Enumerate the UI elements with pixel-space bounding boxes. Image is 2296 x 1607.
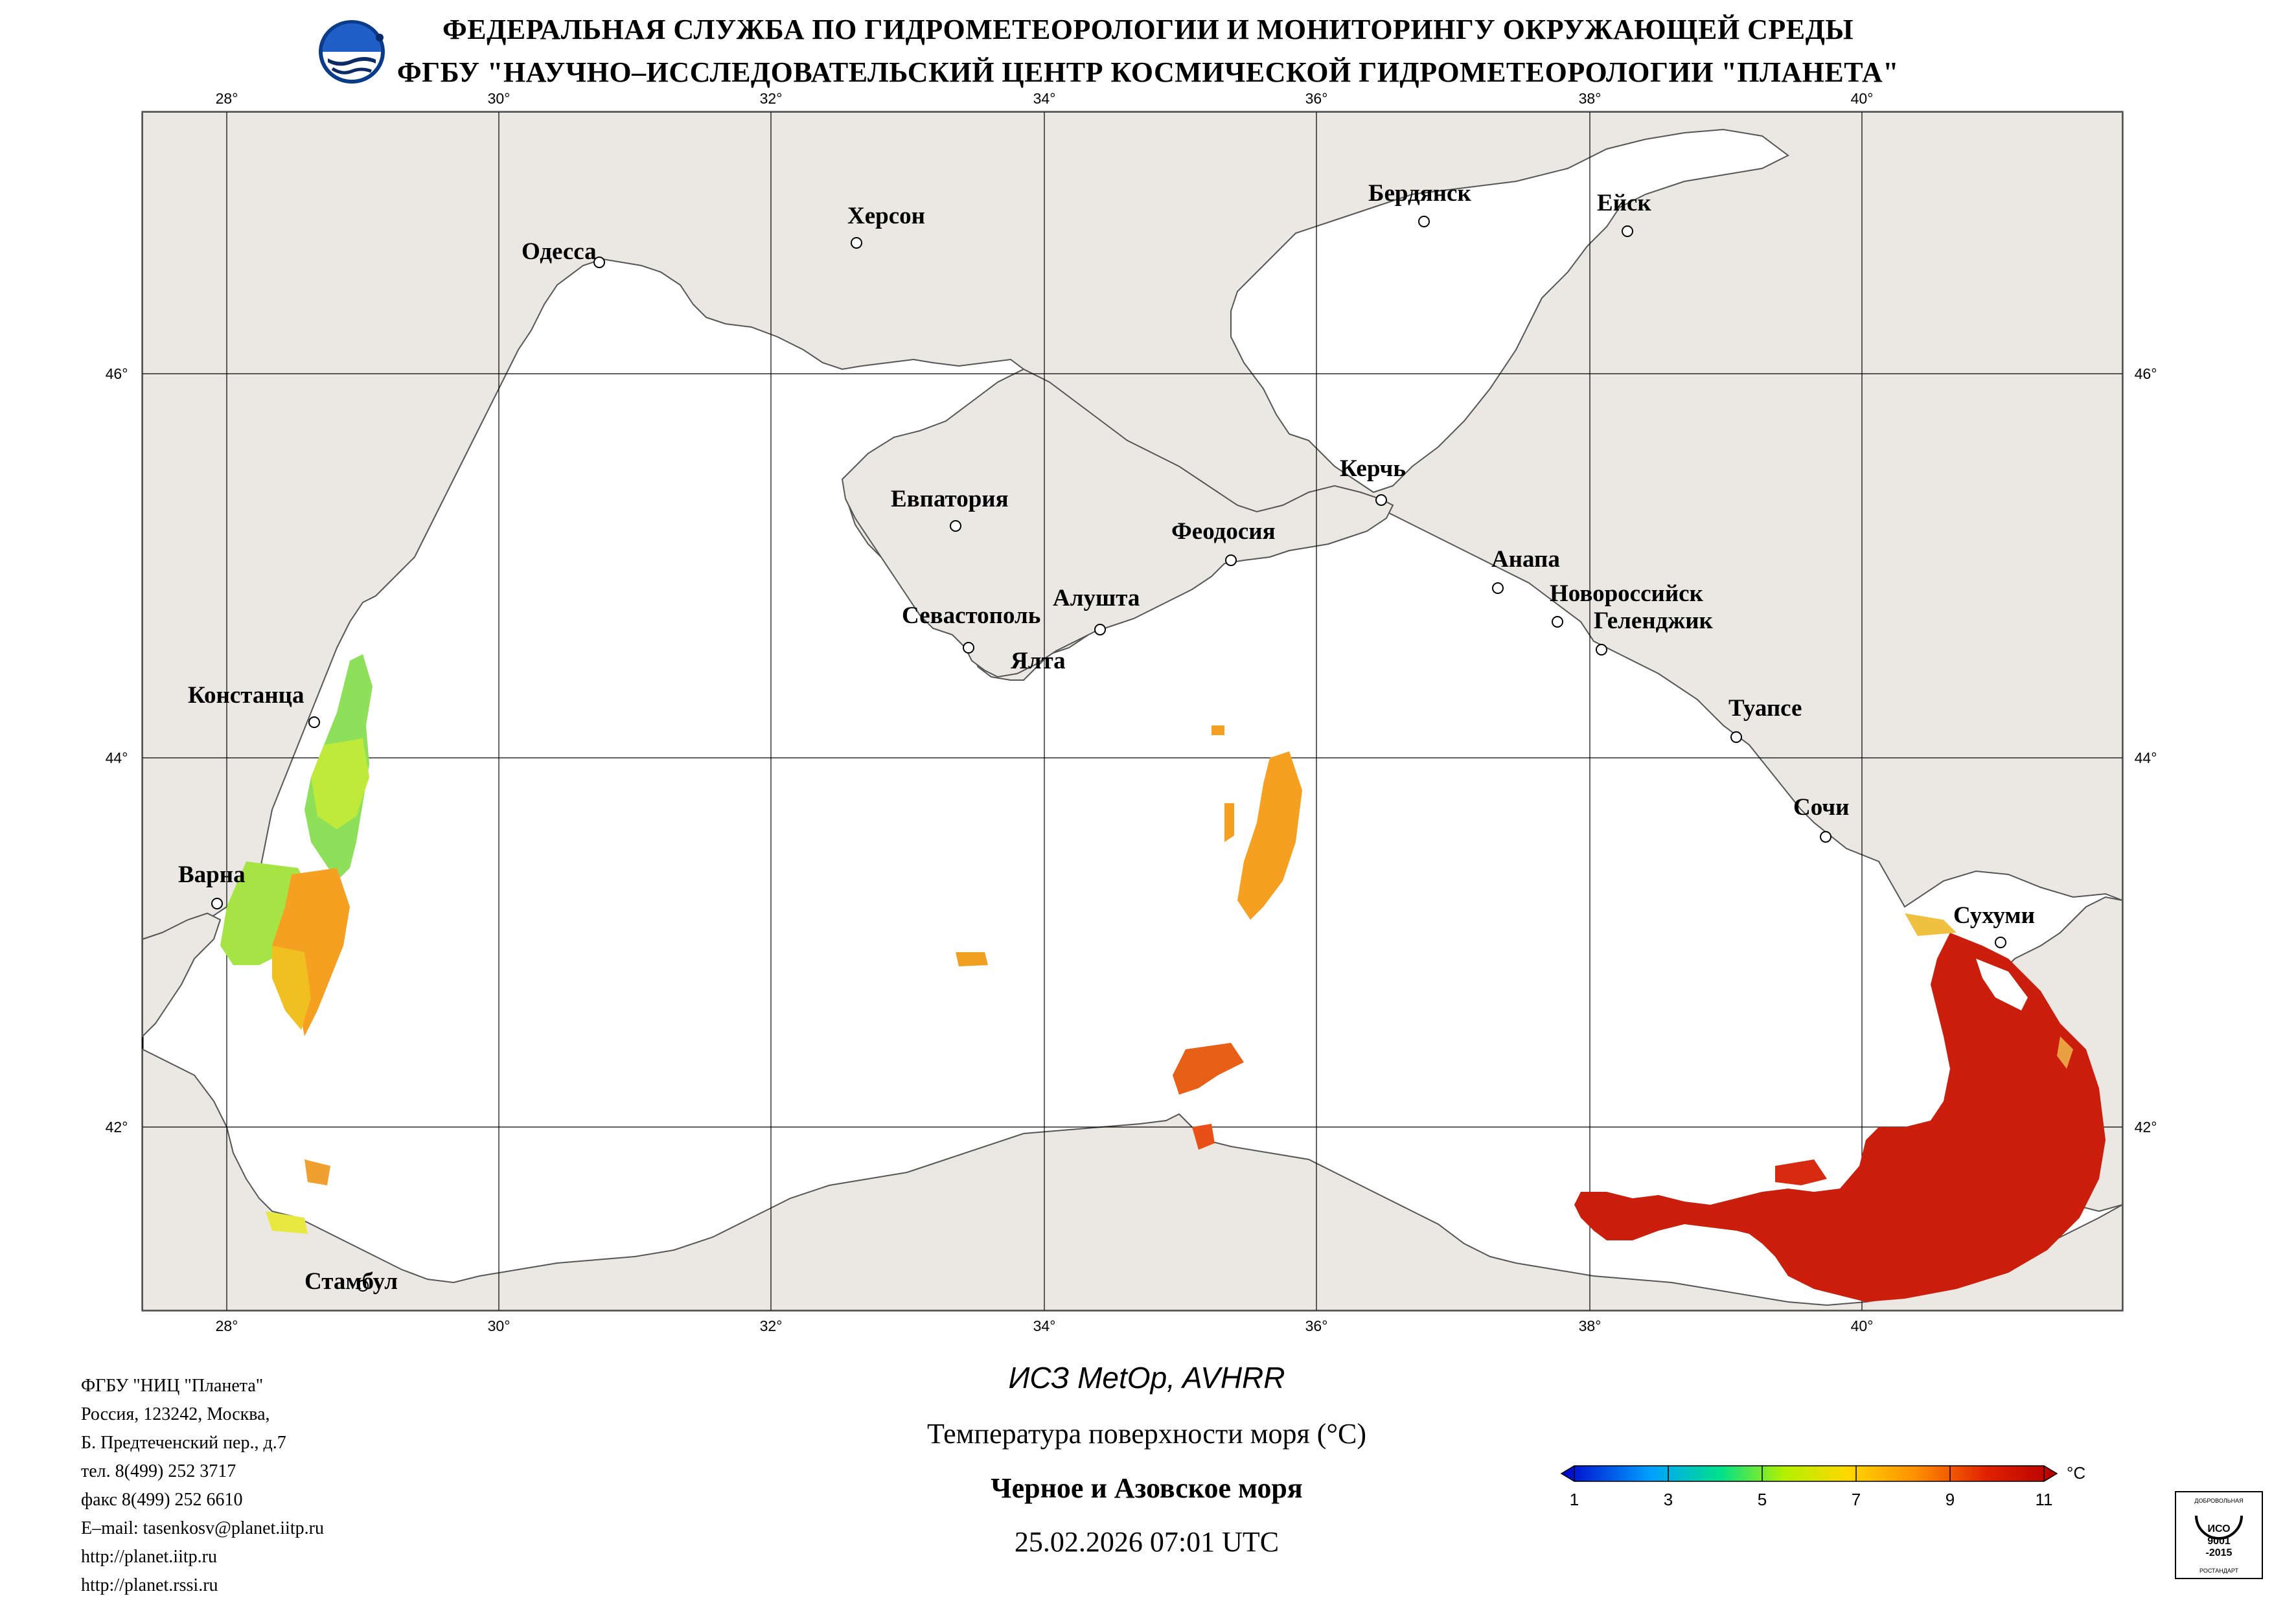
- datetime-label: 25.02.2026 07:01 UTC: [1014, 1526, 1280, 1558]
- city-sukhumi: Сухуми: [1953, 902, 2035, 929]
- address-block: ФГБУ "НИЦ "Планета" Россия, 123242, Моск…: [81, 1372, 324, 1600]
- lon-tick: 40°: [1851, 1317, 1874, 1334]
- lat-tick: 42°: [106, 1119, 128, 1135]
- iso-bottom-text: РОСТАНДАРТ: [2199, 1567, 2238, 1574]
- region-label: Черное и Азовское моря: [991, 1472, 1303, 1504]
- city-sochi: Сочи: [1793, 794, 1849, 821]
- address-line: Б. Предтеченский пер., д.7: [81, 1433, 286, 1453]
- address-line: http://planet.iitp.ru: [81, 1547, 217, 1567]
- lon-tick: 32°: [760, 1317, 783, 1334]
- lon-tick: 30°: [488, 90, 511, 107]
- lat-tick: 42°: [2135, 1119, 2157, 1135]
- lon-tick: 30°: [488, 1317, 511, 1334]
- grid-lines: [143, 112, 2122, 1310]
- satellite-name: ИСЗ MetOp, AVHRR: [1008, 1361, 1285, 1395]
- lon-tick: 36°: [1305, 90, 1328, 107]
- lat-tick: 46°: [2135, 365, 2157, 382]
- city-yeysk: Ейск: [1597, 190, 1651, 216]
- city-istanbul: Стамбул: [304, 1268, 398, 1295]
- city-evpatoria: Евпатория: [891, 486, 1009, 512]
- address-line: E–mail: tasenkosv@planet.iitp.ru: [81, 1518, 324, 1538]
- address-line: Россия, 123242, Москва,: [81, 1404, 270, 1424]
- city-alushta: Алушта: [1053, 585, 1140, 611]
- city-gelendzhik: Геленджик: [1594, 608, 1714, 634]
- iso-certification-badge: ДОБРОВОЛЬНАЯ ИСО 9001 -2015 РОСТАНДАРТ: [2175, 1491, 2263, 1579]
- lon-tick: 28°: [216, 90, 238, 107]
- colorbar-label: 7: [1852, 1490, 1861, 1509]
- colorbar-label: 1: [1570, 1490, 1579, 1509]
- colorbar-label: 9: [1946, 1490, 1955, 1509]
- city-feodosia: Феодосия: [1171, 518, 1276, 545]
- city-anapa: Анапа: [1491, 546, 1560, 573]
- city-berdyansk: Бердянск: [1368, 180, 1471, 207]
- azov-sea: [1230, 128, 1789, 494]
- city-constanta: Констанца: [188, 682, 304, 709]
- parameter-label: Температура поверхности моря (°C): [926, 1418, 1367, 1450]
- colorbar-unit: °C: [2067, 1463, 2085, 1483]
- planeta-logo-icon: [319, 20, 385, 84]
- lon-tick: 40°: [1851, 90, 1874, 107]
- lat-tick: 44°: [106, 749, 128, 766]
- city-kherson: Херсон: [847, 203, 925, 229]
- lat-ticks: 46° 44° 42° 46° 44° 42°: [106, 365, 2157, 1135]
- city-markers: [211, 216, 2006, 1292]
- lat-tick: 44°: [2135, 749, 2157, 766]
- lon-tick: 38°: [1579, 1317, 1601, 1334]
- lon-ticks-bottom: 28° 30° 32° 34° 36° 38° 40°: [216, 1317, 1874, 1334]
- iso-label: ИСО: [2207, 1523, 2230, 1534]
- lon-tick: 28°: [216, 1317, 238, 1334]
- iso-number: 9001: [2207, 1536, 2231, 1547]
- colorbar-label: 11: [2036, 1490, 2053, 1509]
- header-line-2: ФГБУ "НАУЧНО–ИССЛЕДОВАТЕЛЬСКИЙ ЦЕНТР КОС…: [396, 56, 1900, 88]
- colorbar-label: 3: [1664, 1490, 1673, 1509]
- city-tuapse: Туапсе: [1728, 695, 1802, 722]
- city-kerch: Керчь: [1340, 455, 1406, 482]
- lon-tick: 32°: [760, 90, 783, 107]
- city-labels: Одесса Херсон Бердянск Ейск Евпатория Се…: [178, 180, 2035, 1295]
- sst-data-layer: [220, 654, 2106, 1302]
- color-scale: 1 3 5 7 9 11 °C: [1560, 1463, 2085, 1509]
- city-odessa: Одесса: [522, 238, 597, 265]
- address-line: http://planet.rssi.ru: [81, 1575, 218, 1595]
- land-crimea: [841, 368, 1394, 678]
- city-sevastopol: Севастополь: [902, 602, 1040, 629]
- iso-year: -2015: [2206, 1547, 2233, 1558]
- address-line: ФГБУ "НИЦ "Планета": [81, 1376, 264, 1396]
- lon-tick: 34°: [1033, 90, 1056, 107]
- iso-top-text: ДОБРОВОЛЬНАЯ: [2194, 1498, 2243, 1504]
- colorbar-gradient: [1560, 1465, 2058, 1482]
- address-line: тел. 8(499) 252 3717: [81, 1461, 236, 1481]
- city-novorossiysk: Новороссийск: [1550, 580, 1704, 607]
- lon-tick: 36°: [1305, 1317, 1328, 1334]
- lat-tick: 46°: [106, 365, 128, 382]
- lon-ticks-top: 28° 30° 32° 34° 36° 38° 40°: [216, 90, 1874, 107]
- city-yalta: Ялта: [1011, 648, 1066, 674]
- colorbar-label: 5: [1758, 1490, 1767, 1509]
- header-line-1: ФЕДЕРАЛЬНАЯ СЛУЖБА ПО ГИДРОМЕТЕОРОЛОГИИ …: [442, 14, 1854, 45]
- city-varna: Варна: [178, 861, 246, 888]
- address-line: факс 8(499) 252 6610: [81, 1490, 243, 1510]
- lon-tick: 34°: [1033, 1317, 1056, 1334]
- lon-tick: 38°: [1579, 90, 1601, 107]
